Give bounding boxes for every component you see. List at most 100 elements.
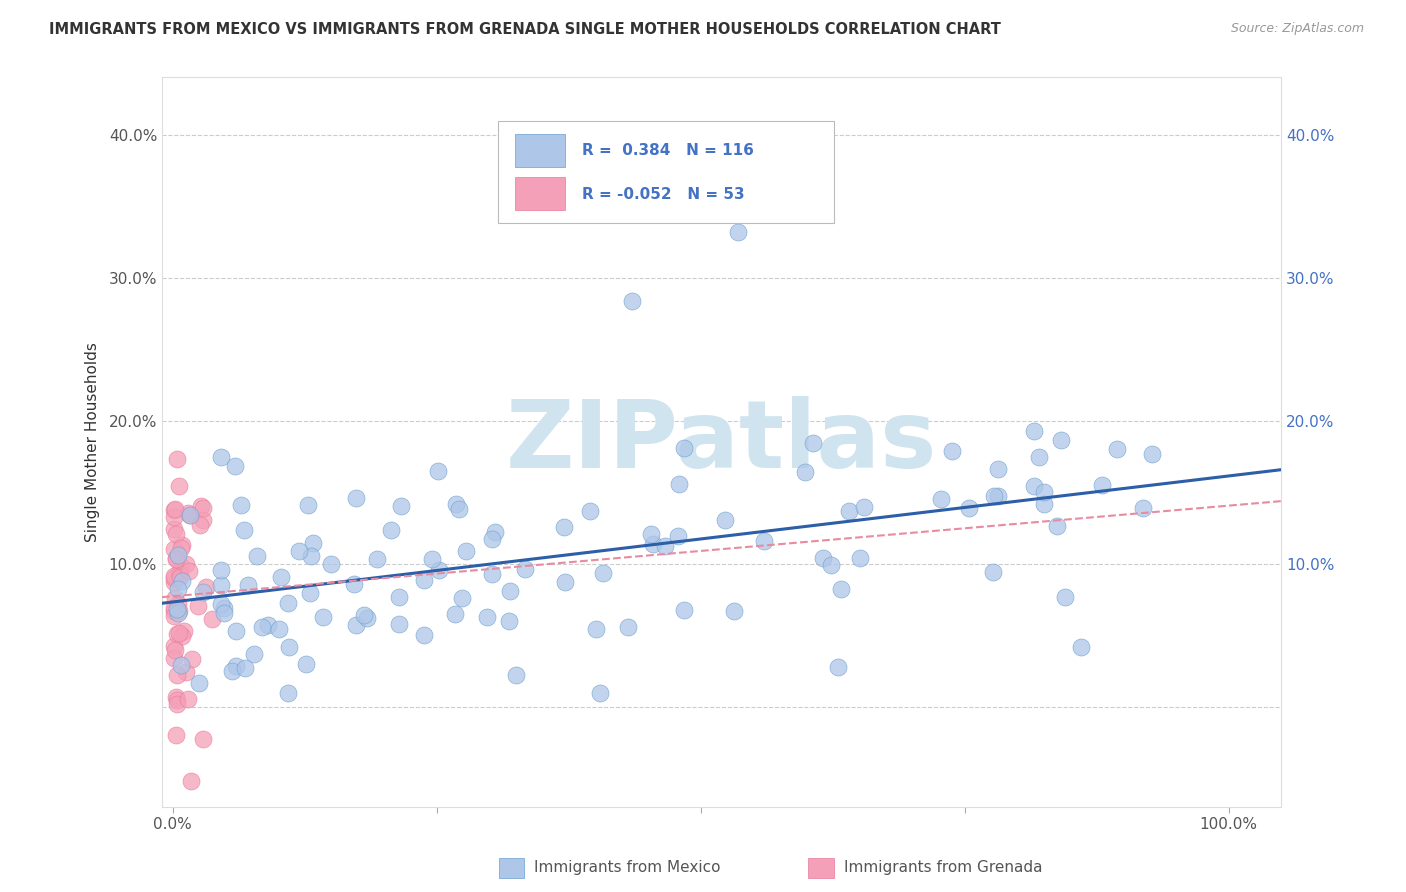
Point [592, 566, 614, 580]
Point [987, 461, 1010, 475]
Point [553, 519, 575, 533]
Point [166, 697, 188, 711]
Text: Source: ZipAtlas.com: Source: ZipAtlas.com [1230, 22, 1364, 36]
Point [723, 604, 745, 618]
Point [666, 529, 689, 543]
Point [672, 442, 695, 456]
Point [1050, 433, 1073, 447]
Point [987, 489, 1010, 503]
Point [343, 576, 366, 591]
Point [820, 558, 842, 572]
Point [389, 499, 412, 513]
Point [412, 573, 434, 587]
Point [243, 647, 266, 661]
Text: Immigrants from Mexico: Immigrants from Mexico [534, 860, 721, 874]
Point [1022, 479, 1045, 493]
Point [1132, 501, 1154, 516]
Point [165, 552, 187, 566]
Y-axis label: Single Mother Households: Single Mother Households [86, 343, 100, 542]
Point [167, 604, 190, 618]
Point [589, 685, 612, 699]
Point [277, 685, 299, 699]
Point [1140, 447, 1163, 461]
Point [193, 501, 215, 516]
Point [163, 642, 186, 657]
Point [447, 502, 470, 516]
Point [246, 549, 269, 564]
Point [941, 443, 963, 458]
Point [1070, 640, 1092, 654]
Point [225, 658, 247, 673]
Point [366, 552, 388, 566]
Point [163, 510, 186, 524]
Point [554, 574, 576, 589]
Point [830, 582, 852, 597]
Point [505, 668, 527, 682]
Point [498, 614, 520, 628]
Point [174, 665, 197, 679]
Point [167, 625, 190, 640]
Point [233, 661, 256, 675]
Point [256, 617, 278, 632]
Point [484, 524, 506, 539]
Point [225, 624, 247, 638]
Point [344, 618, 367, 632]
Point [170, 658, 193, 673]
Point [177, 506, 200, 520]
Point [162, 574, 184, 589]
Point [302, 536, 325, 550]
Point [190, 499, 212, 513]
Point [165, 551, 187, 566]
Point [179, 564, 201, 578]
Point [163, 650, 186, 665]
Point [166, 692, 188, 706]
Point [166, 452, 188, 467]
Point [713, 513, 735, 527]
Point [233, 523, 256, 537]
Point [163, 608, 186, 623]
Point [180, 651, 202, 665]
Point [413, 628, 436, 642]
Point [498, 583, 520, 598]
Point [981, 565, 1004, 579]
Point [169, 559, 191, 574]
Point [162, 568, 184, 582]
Point [1046, 519, 1069, 533]
Point [209, 563, 232, 577]
Point [170, 538, 193, 552]
Bar [515, 178, 565, 211]
Point [188, 518, 211, 533]
Point [179, 508, 201, 522]
Point [617, 620, 640, 634]
Point [1022, 425, 1045, 439]
Point [585, 622, 607, 636]
Bar [515, 135, 565, 167]
Point [929, 491, 952, 506]
Point [299, 586, 322, 600]
Point [427, 465, 450, 479]
Point [191, 512, 214, 526]
Point [229, 499, 252, 513]
Point [827, 660, 849, 674]
Point [811, 551, 834, 566]
Point [853, 500, 876, 514]
Point [169, 570, 191, 584]
Point [353, 608, 375, 623]
Point [209, 450, 232, 464]
Point [162, 522, 184, 536]
FancyBboxPatch shape [498, 121, 834, 223]
Point [270, 570, 292, 584]
Point [620, 293, 643, 308]
Point [163, 639, 186, 653]
Point [209, 597, 232, 611]
Point [957, 500, 980, 515]
Point [319, 557, 342, 571]
Point [1032, 497, 1054, 511]
Point [194, 580, 217, 594]
Point [166, 627, 188, 641]
Point [454, 544, 477, 558]
Point [1091, 478, 1114, 492]
Point [170, 541, 193, 555]
Point [165, 526, 187, 541]
Point [838, 504, 860, 518]
